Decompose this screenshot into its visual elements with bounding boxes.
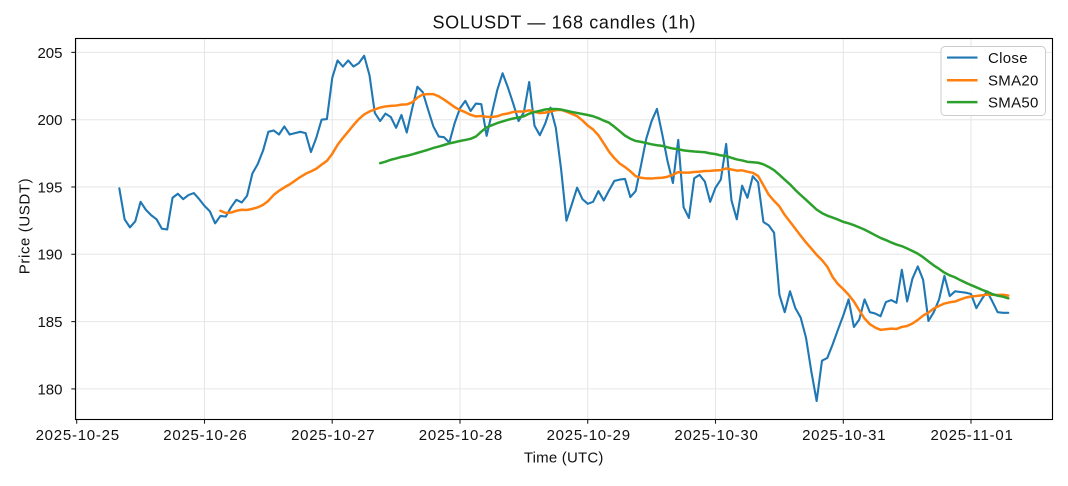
- svg-text:205: 205: [37, 45, 62, 62]
- svg-text:2025-10-25: 2025-10-25: [36, 427, 120, 444]
- svg-text:2025-10-26: 2025-10-26: [163, 427, 247, 444]
- svg-text:2025-11-01: 2025-11-01: [930, 427, 1013, 444]
- svg-text:190: 190: [37, 247, 62, 264]
- svg-text:185: 185: [37, 314, 62, 331]
- svg-text:SMA50: SMA50: [988, 95, 1039, 112]
- svg-text:2025-10-31: 2025-10-31: [802, 427, 886, 444]
- svg-text:180: 180: [37, 381, 62, 398]
- svg-text:Price (USDT): Price (USDT): [17, 178, 34, 274]
- svg-text:SMA20: SMA20: [988, 73, 1039, 90]
- svg-text:Time (UTC): Time (UTC): [524, 449, 604, 466]
- svg-text:SOLUSDT — 168 candles (1h): SOLUSDT — 168 candles (1h): [432, 12, 696, 32]
- svg-text:200: 200: [37, 112, 62, 129]
- svg-text:2025-10-27: 2025-10-27: [291, 427, 375, 444]
- svg-text:195: 195: [37, 179, 62, 196]
- svg-text:2025-10-28: 2025-10-28: [419, 427, 503, 444]
- svg-text:2025-10-30: 2025-10-30: [674, 427, 758, 444]
- svg-text:Close: Close: [988, 50, 1028, 67]
- svg-text:2025-10-29: 2025-10-29: [547, 427, 631, 444]
